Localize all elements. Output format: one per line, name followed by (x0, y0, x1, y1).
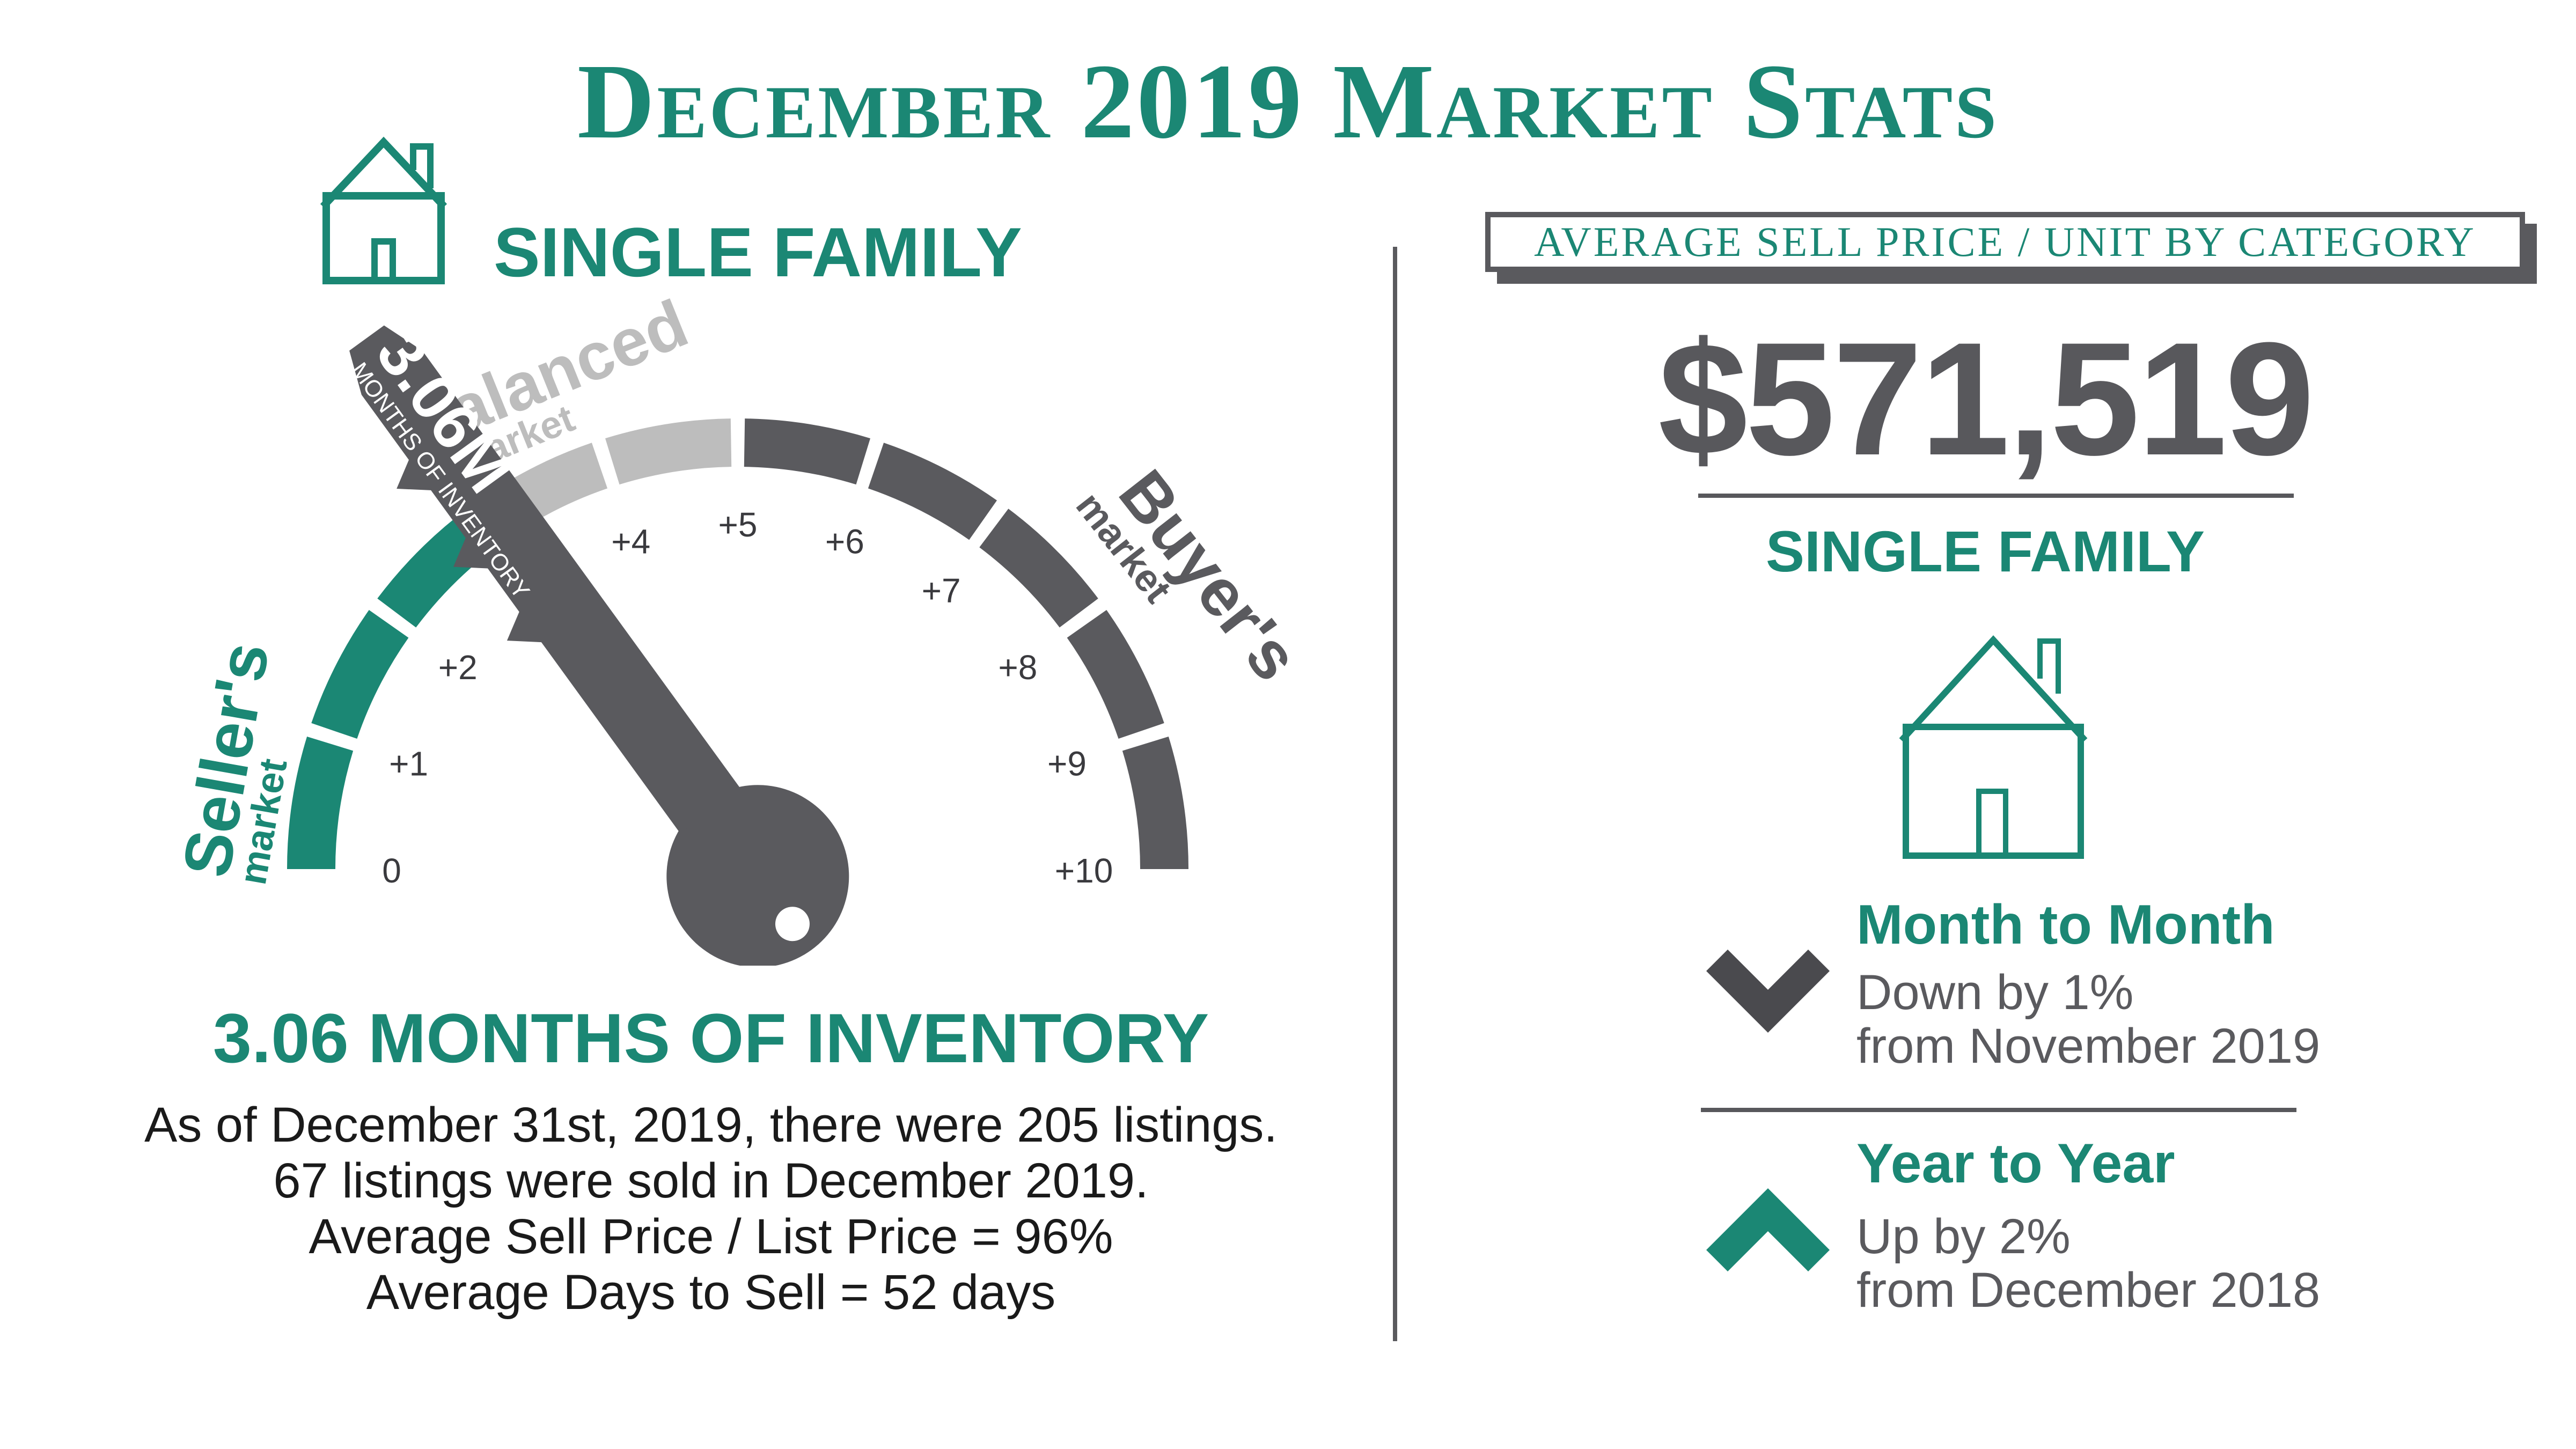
page-title: December 2019 Market Stats (577, 42, 1999, 161)
month-to-month-period: from November 2019 (1856, 1019, 2321, 1073)
category-heading-box: AVERAGE SELL PRICE / UNIT BY CATEGORY (1485, 212, 2525, 272)
gauge-segment (868, 443, 997, 540)
category-label: SINGLE FAMILY (494, 213, 1022, 291)
chevron-up-icon (1706, 1188, 1830, 1271)
inventory-details: As of December 31st, 2019, there were 20… (0, 1097, 1422, 1320)
inventory-line: Average Days to Sell = 52 days (366, 1265, 1056, 1320)
gauge-tick-label: +2 (438, 648, 478, 687)
year-to-year-period: from December 2018 (1856, 1263, 2321, 1318)
inventory-line: As of December 31st, 2019, there were 20… (144, 1098, 1278, 1152)
gauge-tick-label: +8 (998, 648, 1037, 687)
gauge-segment (605, 418, 732, 485)
house-icon (1899, 635, 2088, 859)
inventory-title: 3.06 MONTHS OF INVENTORY (212, 999, 1209, 1077)
year-to-year-change: Up by 2% (1856, 1209, 2071, 1264)
price-divider (1698, 494, 2294, 498)
average-price: $571,519 (1658, 308, 2314, 489)
gauge-tick-label: 0 (382, 851, 401, 890)
inventory-line: Average Sell Price / List Price = 96% (309, 1209, 1113, 1264)
gauge-segment (1122, 737, 1188, 869)
gauge-tick-label: +9 (1047, 745, 1087, 783)
chevron-down-icon (1706, 950, 1830, 1033)
house-icon (320, 136, 447, 284)
gauge-tick-label: +10 (1055, 851, 1113, 890)
gauge-tick-label: +4 (611, 523, 650, 561)
gauge-segment (1067, 609, 1164, 739)
inventory-line: 67 listings were sold in December 2019. (273, 1153, 1149, 1208)
gauge-tick-label: +5 (718, 505, 758, 544)
year-to-year-heading: Year to Year (1856, 1132, 2175, 1195)
gauge-tick-label: +6 (825, 523, 864, 561)
price-category: SINGLE FAMILY (1765, 519, 2205, 584)
vertical-divider (1393, 247, 1397, 1341)
gauge-segment (744, 418, 870, 485)
gauge-tick-label: +7 (922, 571, 961, 610)
month-to-month-change: Down by 1% (1856, 965, 2134, 1020)
gauge-tick-label: +1 (389, 745, 428, 783)
stat-divider (1701, 1108, 2296, 1112)
gauge-segment (311, 609, 409, 739)
gauge-ticks: 0+1+2+3+4+5+6+7+8+9+10 (382, 505, 1113, 890)
month-to-month-heading: Month to Month (1856, 894, 2275, 956)
gauge-segment (979, 509, 1098, 628)
gauge-segment (287, 737, 354, 869)
category-heading: AVERAGE SELL PRICE / UNIT BY CATEGORY (1534, 218, 2476, 265)
market-gauge: 0+1+2+3+4+5+6+7+8+9+10 Seller's market B… (169, 286, 1313, 966)
